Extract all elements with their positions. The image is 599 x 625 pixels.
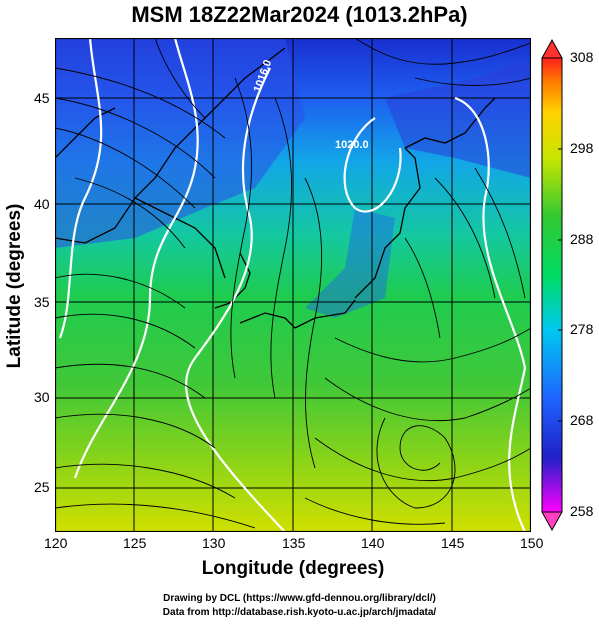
colorbar-tick-label: 268 bbox=[570, 412, 594, 428]
map-title: MSM 18Z22Mar2024 (1013.2hPa) bbox=[131, 2, 468, 27]
colorbar-max-arrow bbox=[541, 38, 563, 59]
x-tick-label: 135 bbox=[282, 535, 306, 551]
wind-streamlines bbox=[55, 38, 531, 529]
colorbar bbox=[541, 38, 563, 532]
x-tick-label: 145 bbox=[441, 535, 465, 551]
y-tick-label: 30 bbox=[34, 389, 50, 405]
y-tick-label: 35 bbox=[34, 294, 50, 310]
x-axis-label: Longitude (degrees) bbox=[201, 558, 385, 579]
x-tick-label: 130 bbox=[202, 535, 226, 551]
colorbar-tick-label: 288 bbox=[570, 231, 594, 247]
y-tick-label: 45 bbox=[34, 90, 50, 106]
plot-frame bbox=[55, 38, 531, 532]
cold-air-region bbox=[385, 58, 531, 178]
x-tick-label: 125 bbox=[123, 535, 147, 551]
colorbar-ticks bbox=[558, 57, 562, 513]
y-tick-label: 25 bbox=[34, 479, 50, 495]
colorbar-tick-label: 298 bbox=[570, 140, 594, 156]
x-tick-label: 150 bbox=[520, 535, 544, 551]
colorbar-tick-label: 278 bbox=[570, 321, 594, 337]
colorbar-tick-label: 258 bbox=[570, 503, 594, 519]
isobar-label: 1020.0 bbox=[335, 139, 369, 151]
colorbar-gradient bbox=[541, 57, 563, 513]
credit-drawing: Drawing by DCL (https://www.gfd-dennou.o… bbox=[163, 593, 436, 604]
x-tick-label: 120 bbox=[44, 535, 68, 551]
y-tick-label: 40 bbox=[34, 196, 50, 212]
y-axis-label: Latitude (degrees) bbox=[4, 203, 25, 369]
x-tick-label: 140 bbox=[361, 535, 385, 551]
map-plot-area: 1016.0 1020.0 bbox=[55, 38, 531, 532]
colorbar-tick-label: 308 bbox=[570, 49, 594, 65]
colorbar-min-arrow bbox=[541, 511, 563, 532]
credit-data-source: Data from http://database.rish.kyoto-u.a… bbox=[162, 607, 437, 618]
